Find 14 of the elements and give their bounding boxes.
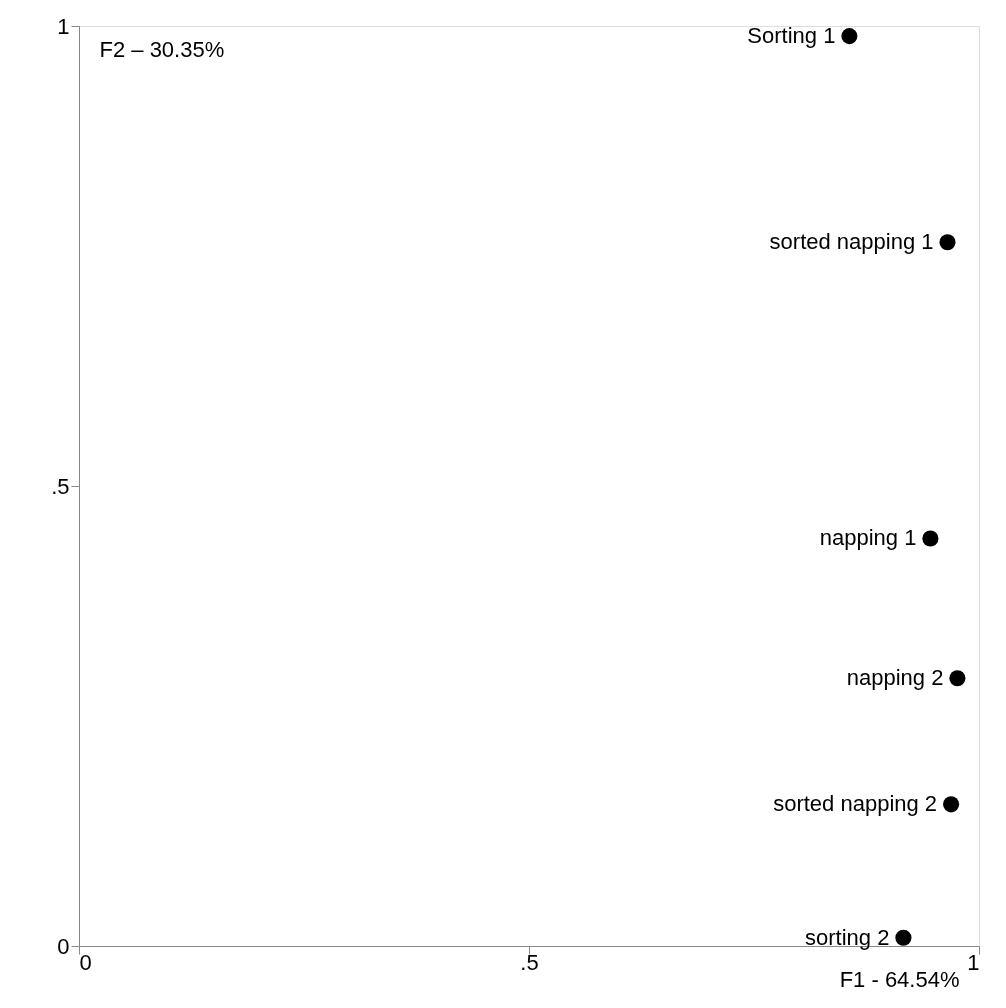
x-tick-label: .5 [520, 949, 539, 975]
y-tick-label: .5 [51, 473, 70, 499]
series-label: napping 1 [819, 525, 917, 551]
series-label: sorted napping 2 [773, 791, 938, 817]
series-label: Sorting 1 [747, 23, 836, 49]
series-label: napping 2 [846, 665, 944, 691]
y-axis-title: F2 – 30.35% [99, 36, 225, 62]
y-tick-label: 0 [57, 933, 70, 959]
series-label: sorting 2 [805, 924, 890, 950]
y-tick-label: 1 [57, 13, 70, 39]
x-tick-label: 0 [79, 949, 92, 975]
x-axis-title: F1 - 64.54% [839, 966, 960, 992]
x-tick-label: 1 [967, 949, 980, 975]
series-label: sorted napping 1 [769, 229, 934, 255]
